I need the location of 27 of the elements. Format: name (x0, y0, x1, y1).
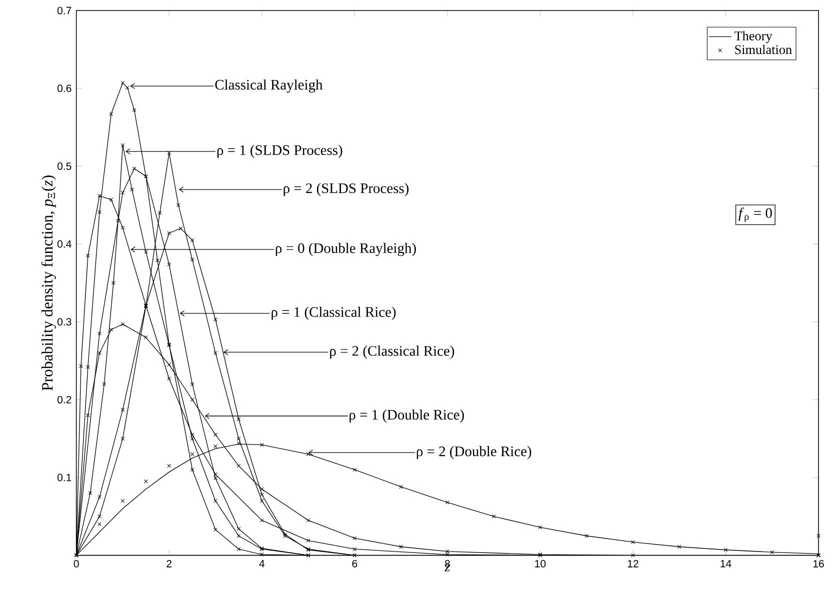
x-tick-label: 0 (74, 560, 79, 568)
y-tick-label: 0.2 (57, 396, 72, 404)
y-axis-title: Probability density function, p$_{Ξ}$(z) (41, 175, 56, 390)
y-tick-label: 0.7 (57, 6, 72, 14)
annotation: ρ = 0 (Double Rayleigh) (276, 242, 416, 256)
annotation: ρ = 2 (SLDS Process) (284, 182, 409, 196)
y-tick-label: 0.4 (57, 240, 72, 248)
y-tick-label: 0.6 (57, 84, 72, 92)
x-tick-label: 4 (259, 560, 264, 567)
annotation: ρ = 1 (SLDS Process) (217, 144, 342, 158)
legend-label: Theory (734, 30, 772, 43)
annotation: ρ = 1 (Classical Rice) (272, 306, 396, 320)
annotation: ρ = 2 (Classical Rice) (330, 345, 454, 359)
x-tick-label: 12 (628, 560, 638, 568)
x-tick-label: 6 (352, 560, 358, 568)
y-tick-label: 0.1 (57, 474, 72, 481)
x-tick-label: 2 (166, 560, 172, 568)
x-tick-label: 16 (813, 560, 824, 568)
annotation: f$_{ρ}$ = 0 (738, 207, 772, 222)
y-tick-label: 0.5 (57, 162, 72, 170)
y-tick-label: 0.3 (57, 318, 72, 326)
annotation: Classical Rayleigh (215, 79, 323, 92)
annotation: ρ = 1 (Double Rice) (350, 409, 464, 422)
legend-label: Simulation (735, 44, 792, 54)
annotation: ρ = 2 (Double Rice) (416, 446, 532, 459)
x-tick-label: 14 (720, 560, 732, 567)
x-tick-label: 10 (535, 560, 546, 568)
